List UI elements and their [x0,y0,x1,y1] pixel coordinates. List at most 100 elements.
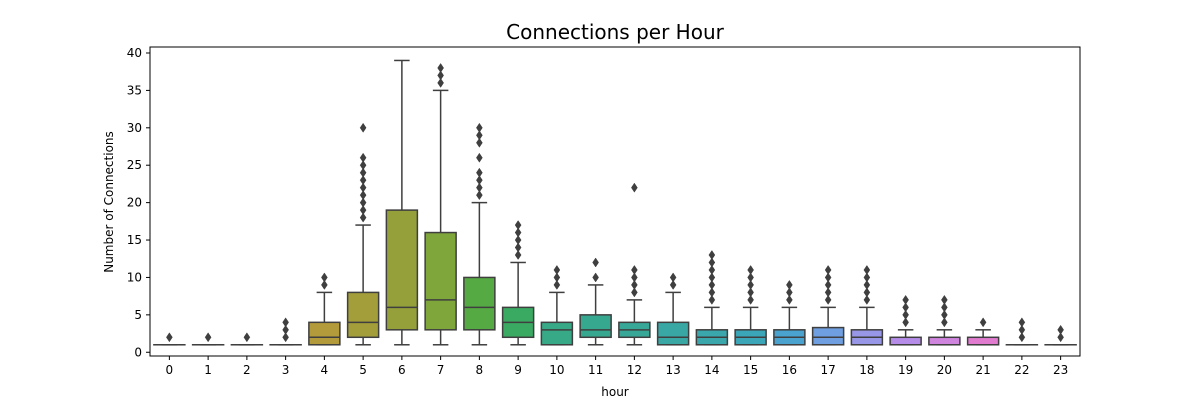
box-hour-19 [889,294,922,346]
outlier-point [359,152,367,163]
outlier-point [321,279,328,290]
outlier-point [863,294,871,305]
outlier-point [592,257,599,268]
outlier-point [669,272,677,283]
outlier-point [514,220,522,231]
x-tick-label: 18 [859,363,874,377]
y-tick-label: 25 [127,158,142,172]
box-body [424,231,457,331]
box-hour-0 [153,332,186,346]
box-hour-12 [618,182,651,346]
box-hour-2 [230,332,264,346]
box-hour-22 [1005,317,1039,346]
outlier-point [359,167,367,178]
outlier-point [824,294,832,305]
chart-title: Connections per Hour [506,20,724,44]
x-tick-label: 13 [665,363,680,377]
x-tick-label: 9 [514,363,522,377]
y-tick-label: 20 [127,196,142,210]
outlier-point [1057,332,1064,343]
box-body [656,321,690,346]
box-hour-1 [191,332,225,346]
outlier-point [592,272,599,283]
outlier-point [708,257,716,268]
outlier-point [359,122,367,133]
x-tick-label: 8 [476,363,484,377]
outlier-point [476,182,483,193]
outlier-point [941,302,948,313]
outlier-point [282,324,289,335]
outlier-point [786,279,793,290]
outlier-point [747,272,754,283]
outlier-point [669,279,677,290]
outlier-point [863,265,871,275]
outlier-point [941,317,948,328]
y-tick-label: 40 [127,46,142,60]
outlier-point [747,265,754,275]
box-hour-7 [424,62,457,346]
outlier-point [708,272,716,283]
x-tick-label: 17 [820,363,835,377]
outlier-point [553,279,561,290]
x-tick-label: 12 [627,363,642,377]
x-tick-label: 15 [743,363,758,377]
outlier-point [243,332,251,343]
box-hour-9 [501,220,535,346]
outlier-point [941,309,948,320]
y-axis-label: Number of Connections [102,131,116,273]
box-hour-3 [269,317,302,346]
outlier-point [282,332,289,343]
box-hour-20 [928,294,961,346]
outlier-point [514,235,522,245]
outlier-point [631,182,638,193]
outlier-point [747,287,754,298]
outlier-point [437,62,444,73]
outlier-point [476,175,483,186]
outlier-point [708,294,716,305]
x-tick-label: 1 [204,363,212,377]
box-body [579,314,612,339]
outlier-point [359,182,367,193]
x-tick-label: 4 [321,363,329,377]
x-tick-label: 20 [937,363,952,377]
x-tick-label: 0 [166,363,174,377]
x-tick-label: 7 [437,363,445,377]
x-tick-label: 2 [243,363,251,377]
outlier-point [747,294,754,305]
box-body [308,321,341,346]
outlier-point [979,317,987,328]
outlier-point [902,294,909,305]
box-body [385,209,419,331]
x-tick-label: 21 [975,363,990,377]
outlier-point [631,287,638,298]
x-axis: 0 1 2 3 4 5 6 7 8 9 10 11 12 13 14 15 16 17 18 19 20 21 22 23 [166,356,1068,377]
outlier-point [902,317,909,328]
outlier-point [437,77,444,88]
outlier-point [708,265,716,275]
outlier-point [863,279,871,290]
outlier-point [631,265,638,275]
x-tick-label: 22 [1014,363,1029,377]
y-tick-label: 5 [134,308,142,322]
box-body [811,326,845,346]
y-tick-label: 10 [127,270,142,284]
box-hour-5 [346,122,380,346]
outlier-point [824,287,832,298]
outlier-point [359,175,367,186]
box-body [346,291,380,339]
outlier-point [476,122,483,133]
outlier-point [747,279,754,290]
outlier-point [476,152,483,163]
outlier-point [437,70,444,81]
x-tick-label: 16 [782,363,797,377]
y-tick-label: 15 [127,233,142,247]
outlier-point [631,272,638,283]
outlier-point [476,130,483,141]
x-tick-label: 10 [549,363,564,377]
box-body [889,336,922,346]
outlier-point [476,190,483,201]
outlier-point [708,279,716,290]
outlier-point [553,272,561,283]
box-hour-17 [811,265,845,346]
